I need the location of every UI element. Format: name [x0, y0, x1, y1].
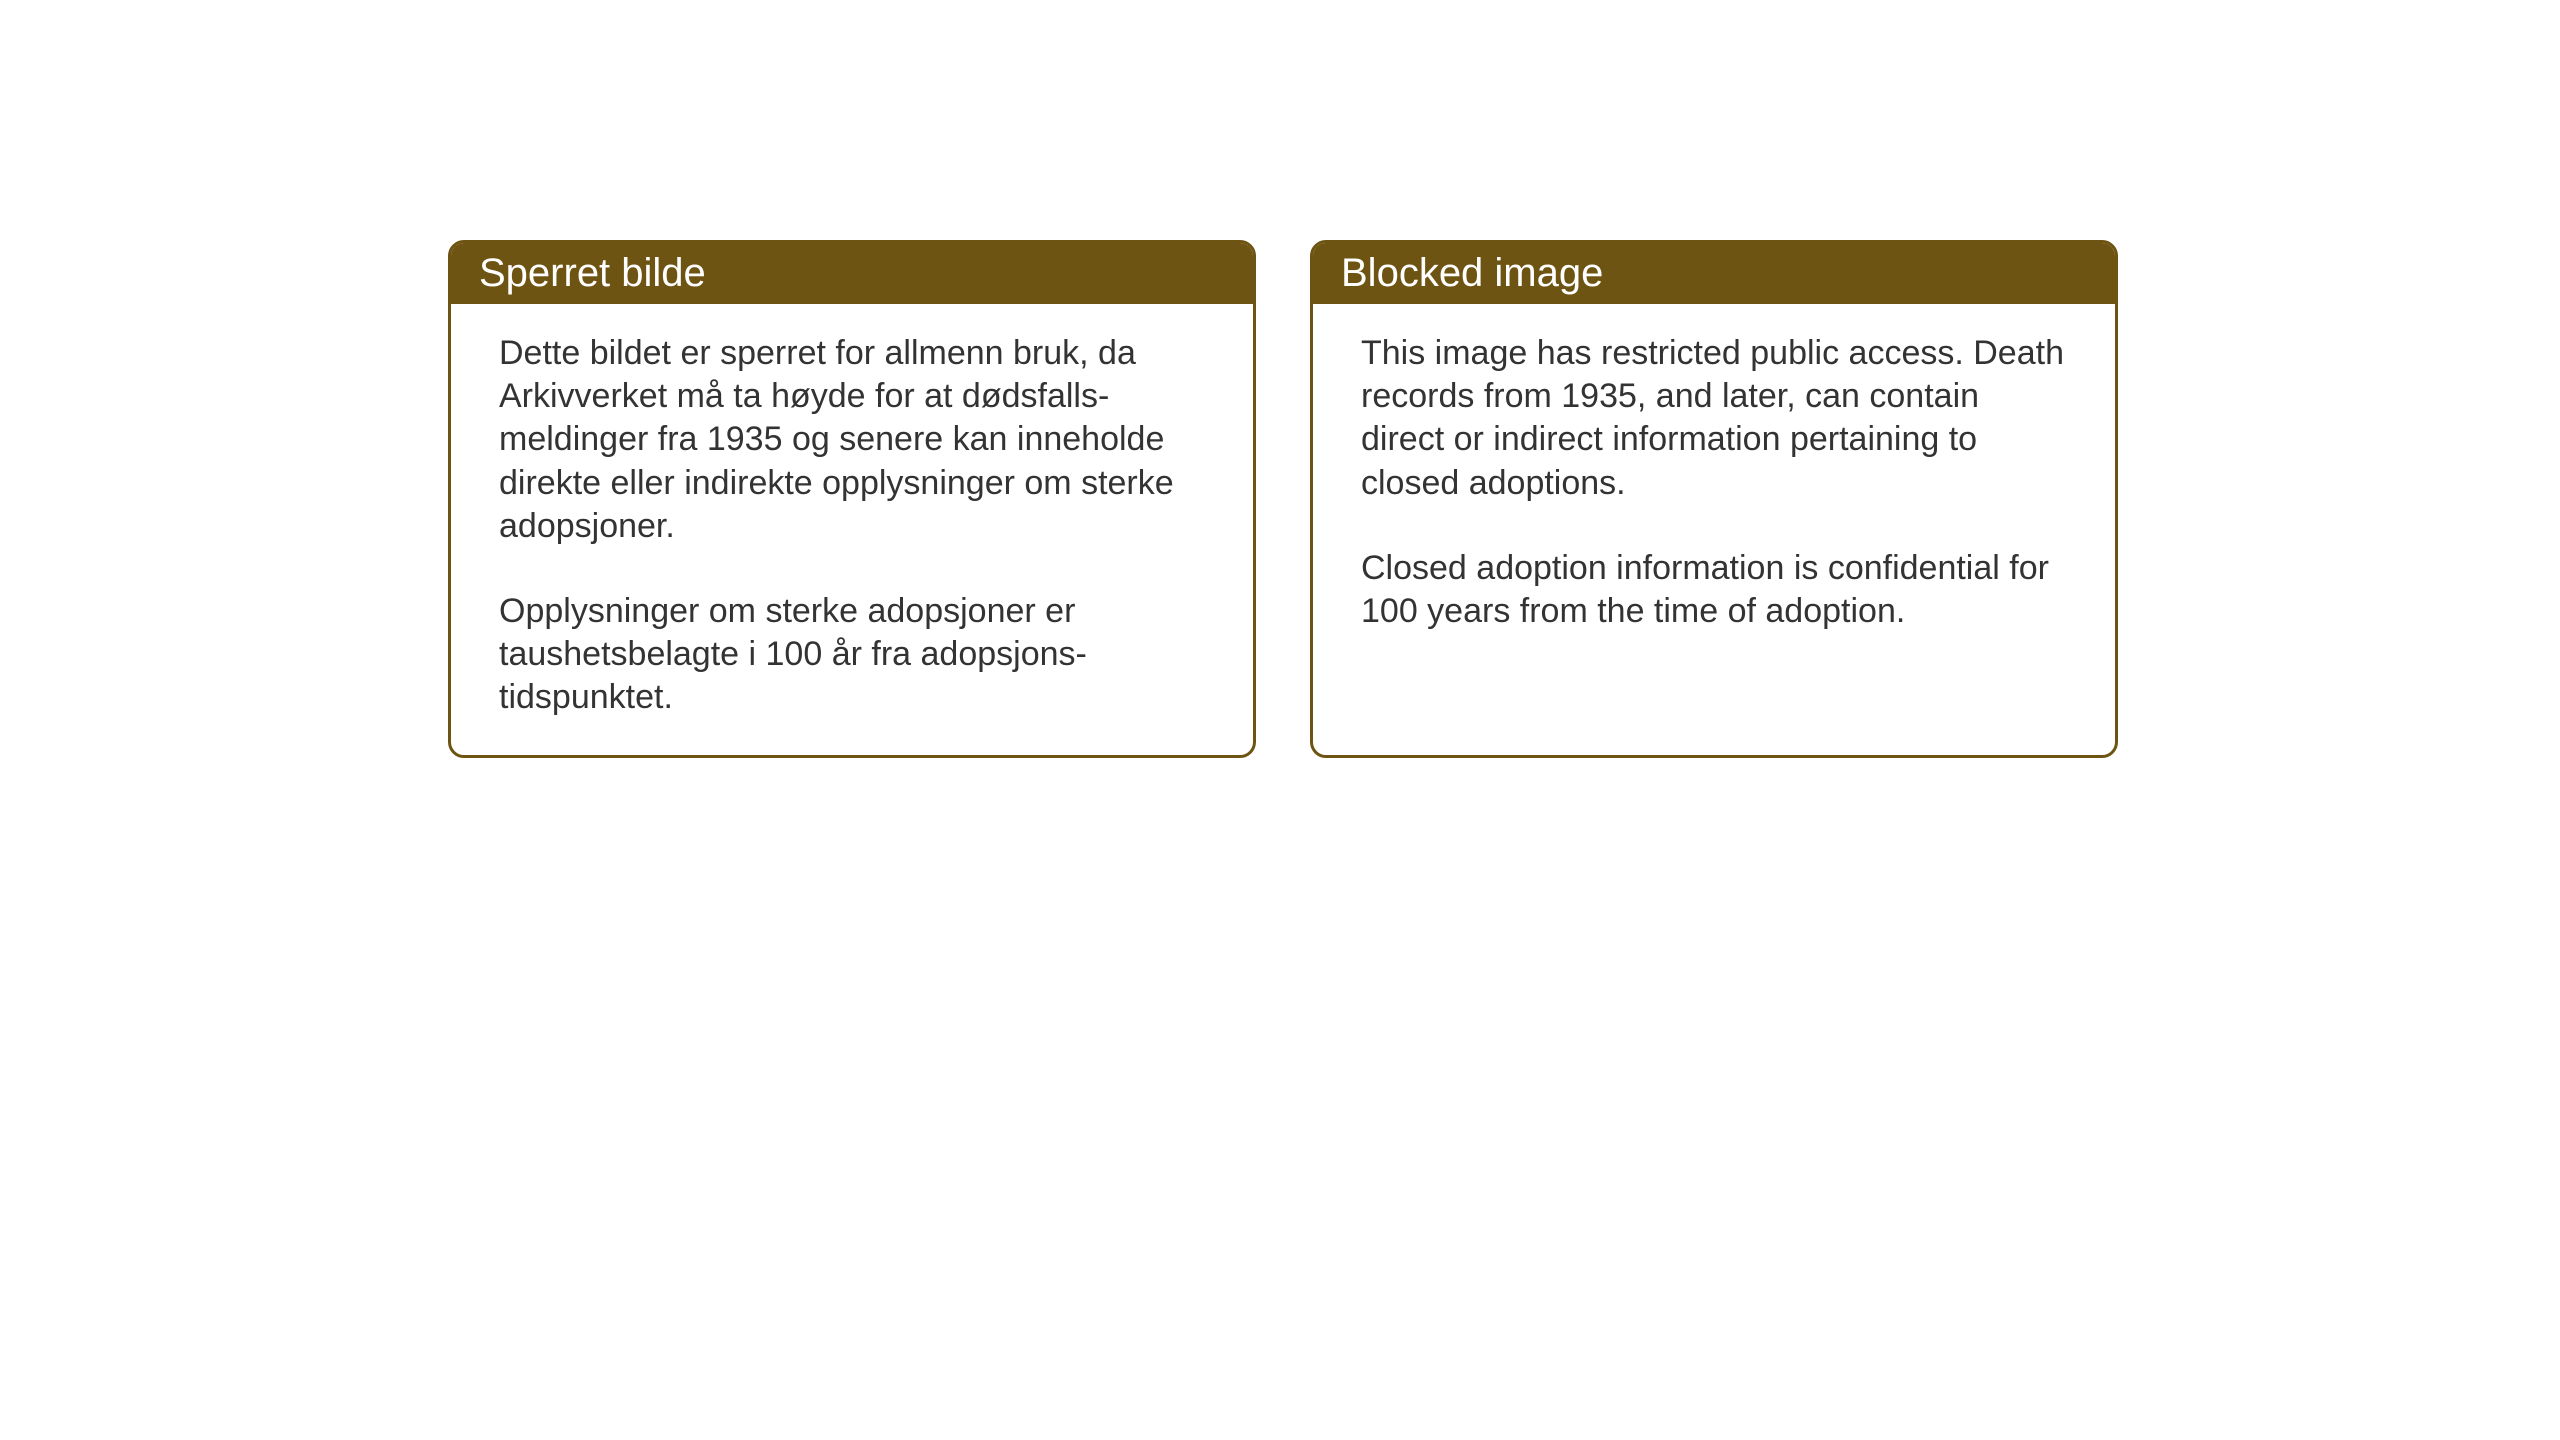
notice-header-english: Blocked image	[1313, 243, 2115, 304]
notice-header-norwegian: Sperret bilde	[451, 243, 1253, 304]
paragraph-spacer	[499, 548, 1205, 590]
notice-paragraph-2: Opplysninger om sterke adopsjoner er tau…	[499, 590, 1205, 720]
notice-paragraph-1: Dette bildet er sperret for allmenn bruk…	[499, 332, 1205, 548]
paragraph-spacer	[1361, 505, 2067, 547]
notice-title: Blocked image	[1341, 251, 1603, 295]
notice-body-english: This image has restricted public access.…	[1313, 304, 2115, 669]
notice-body-norwegian: Dette bildet er sperret for allmenn bruk…	[451, 304, 1253, 755]
notice-paragraph-1: This image has restricted public access.…	[1361, 332, 2067, 505]
notice-box-english: Blocked image This image has restricted …	[1310, 240, 2118, 758]
notice-title: Sperret bilde	[479, 251, 706, 295]
notice-container: Sperret bilde Dette bildet er sperret fo…	[448, 240, 2118, 758]
notice-box-norwegian: Sperret bilde Dette bildet er sperret fo…	[448, 240, 1256, 758]
notice-paragraph-2: Closed adoption information is confident…	[1361, 547, 2067, 633]
